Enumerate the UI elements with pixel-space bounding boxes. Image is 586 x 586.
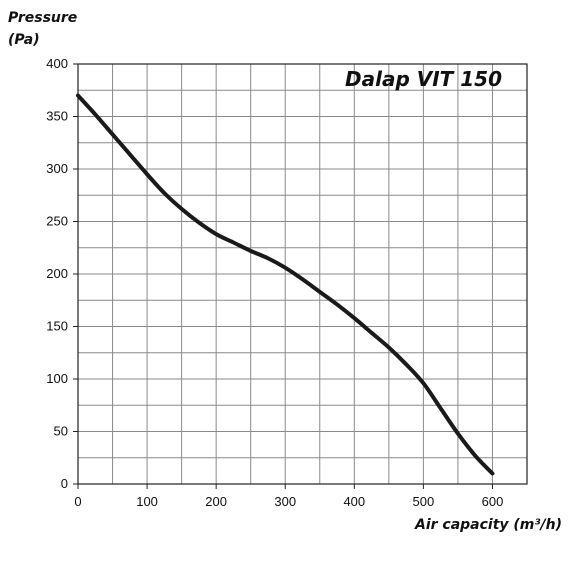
x-tick-label: 500 bbox=[413, 494, 435, 509]
x-tick-label: 200 bbox=[205, 494, 227, 509]
x-tick-label: 0 bbox=[74, 494, 81, 509]
x-tick-label: 100 bbox=[136, 494, 158, 509]
y-tick-label: 250 bbox=[46, 214, 68, 229]
x-axis-label: Air capacity (m³/h) bbox=[414, 517, 562, 533]
x-tick-label: 600 bbox=[482, 494, 504, 509]
x-tick-label: 300 bbox=[274, 494, 296, 509]
y-tick-label: 300 bbox=[46, 161, 68, 176]
x-tick-label: 400 bbox=[343, 494, 365, 509]
y-tick-label: 200 bbox=[46, 266, 68, 281]
y-tick-label: 50 bbox=[54, 424, 68, 439]
y-axis-label-line-2: (Pa) bbox=[8, 32, 40, 48]
y-tick-label: 350 bbox=[46, 109, 68, 124]
y-tick-label: 100 bbox=[46, 371, 68, 386]
y-axis-label-line-1: Pressure bbox=[8, 10, 78, 26]
y-tick-label: 150 bbox=[46, 319, 68, 334]
pressure-curve bbox=[76, 93, 495, 476]
y-tick-label: 0 bbox=[61, 476, 68, 491]
chart-title: Dalap VIT 150 bbox=[345, 67, 503, 91]
y-tick-label: 400 bbox=[46, 56, 68, 71]
